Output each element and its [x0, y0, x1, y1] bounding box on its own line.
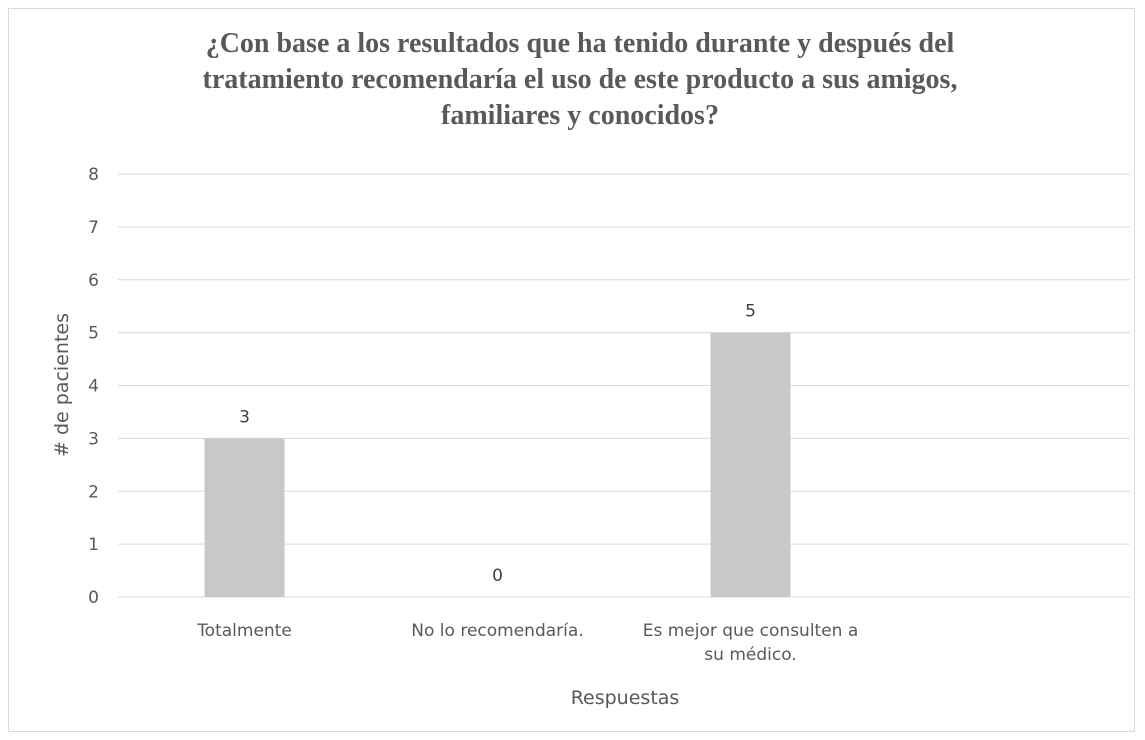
y-tick-label: 0: [88, 588, 99, 608]
category-label: Es mejor que consulten a su médico.: [643, 621, 859, 665]
y-tick-label: 7: [88, 218, 99, 238]
y-axis-title: # de pacientes: [51, 313, 73, 457]
y-tick-label: 2: [88, 482, 99, 502]
x-axis-title: Respuestas: [571, 687, 680, 709]
category-label-line: No lo recomendaría.: [411, 621, 583, 641]
y-tick-label: 4: [88, 377, 99, 397]
category-label-line: Es mejor que consulten a: [643, 621, 859, 641]
chart-title: ¿Con base a los resultados que ha tenido…: [80, 26, 1080, 134]
y-tick-label: 6: [88, 271, 99, 291]
category-label: Totalmente: [196, 621, 292, 641]
y-tick-label: 8: [88, 165, 99, 185]
gridlines: [118, 173, 1130, 598]
y-tick-label: 1: [88, 535, 99, 555]
category-label-line: Totalmente: [196, 621, 292, 641]
chart-title-line-2: tratamiento recomendaría el uso de este …: [202, 64, 958, 95]
chart-frame: [8, 8, 1135, 732]
category-label: No lo recomendaría.: [411, 621, 583, 641]
data-label: 3: [239, 407, 250, 427]
data-label: 5: [745, 302, 756, 322]
data-label: 0: [492, 566, 503, 586]
y-tick-label: 3: [88, 429, 99, 449]
bar: [204, 438, 285, 597]
y-tick-label: 5: [88, 324, 99, 344]
chart-title-line-1: ¿Con base a los resultados que ha tenido…: [205, 28, 955, 59]
category-label-line: su médico.: [704, 645, 796, 665]
bar: [710, 332, 791, 597]
bars: [204, 332, 791, 597]
labels: 0 1 2 3 4 5 6 7 8 3 Totalmente 0 No lo recomendaría.…: [88, 165, 858, 665]
chart-title-line-3: familiares y conocidos?: [441, 100, 719, 131]
